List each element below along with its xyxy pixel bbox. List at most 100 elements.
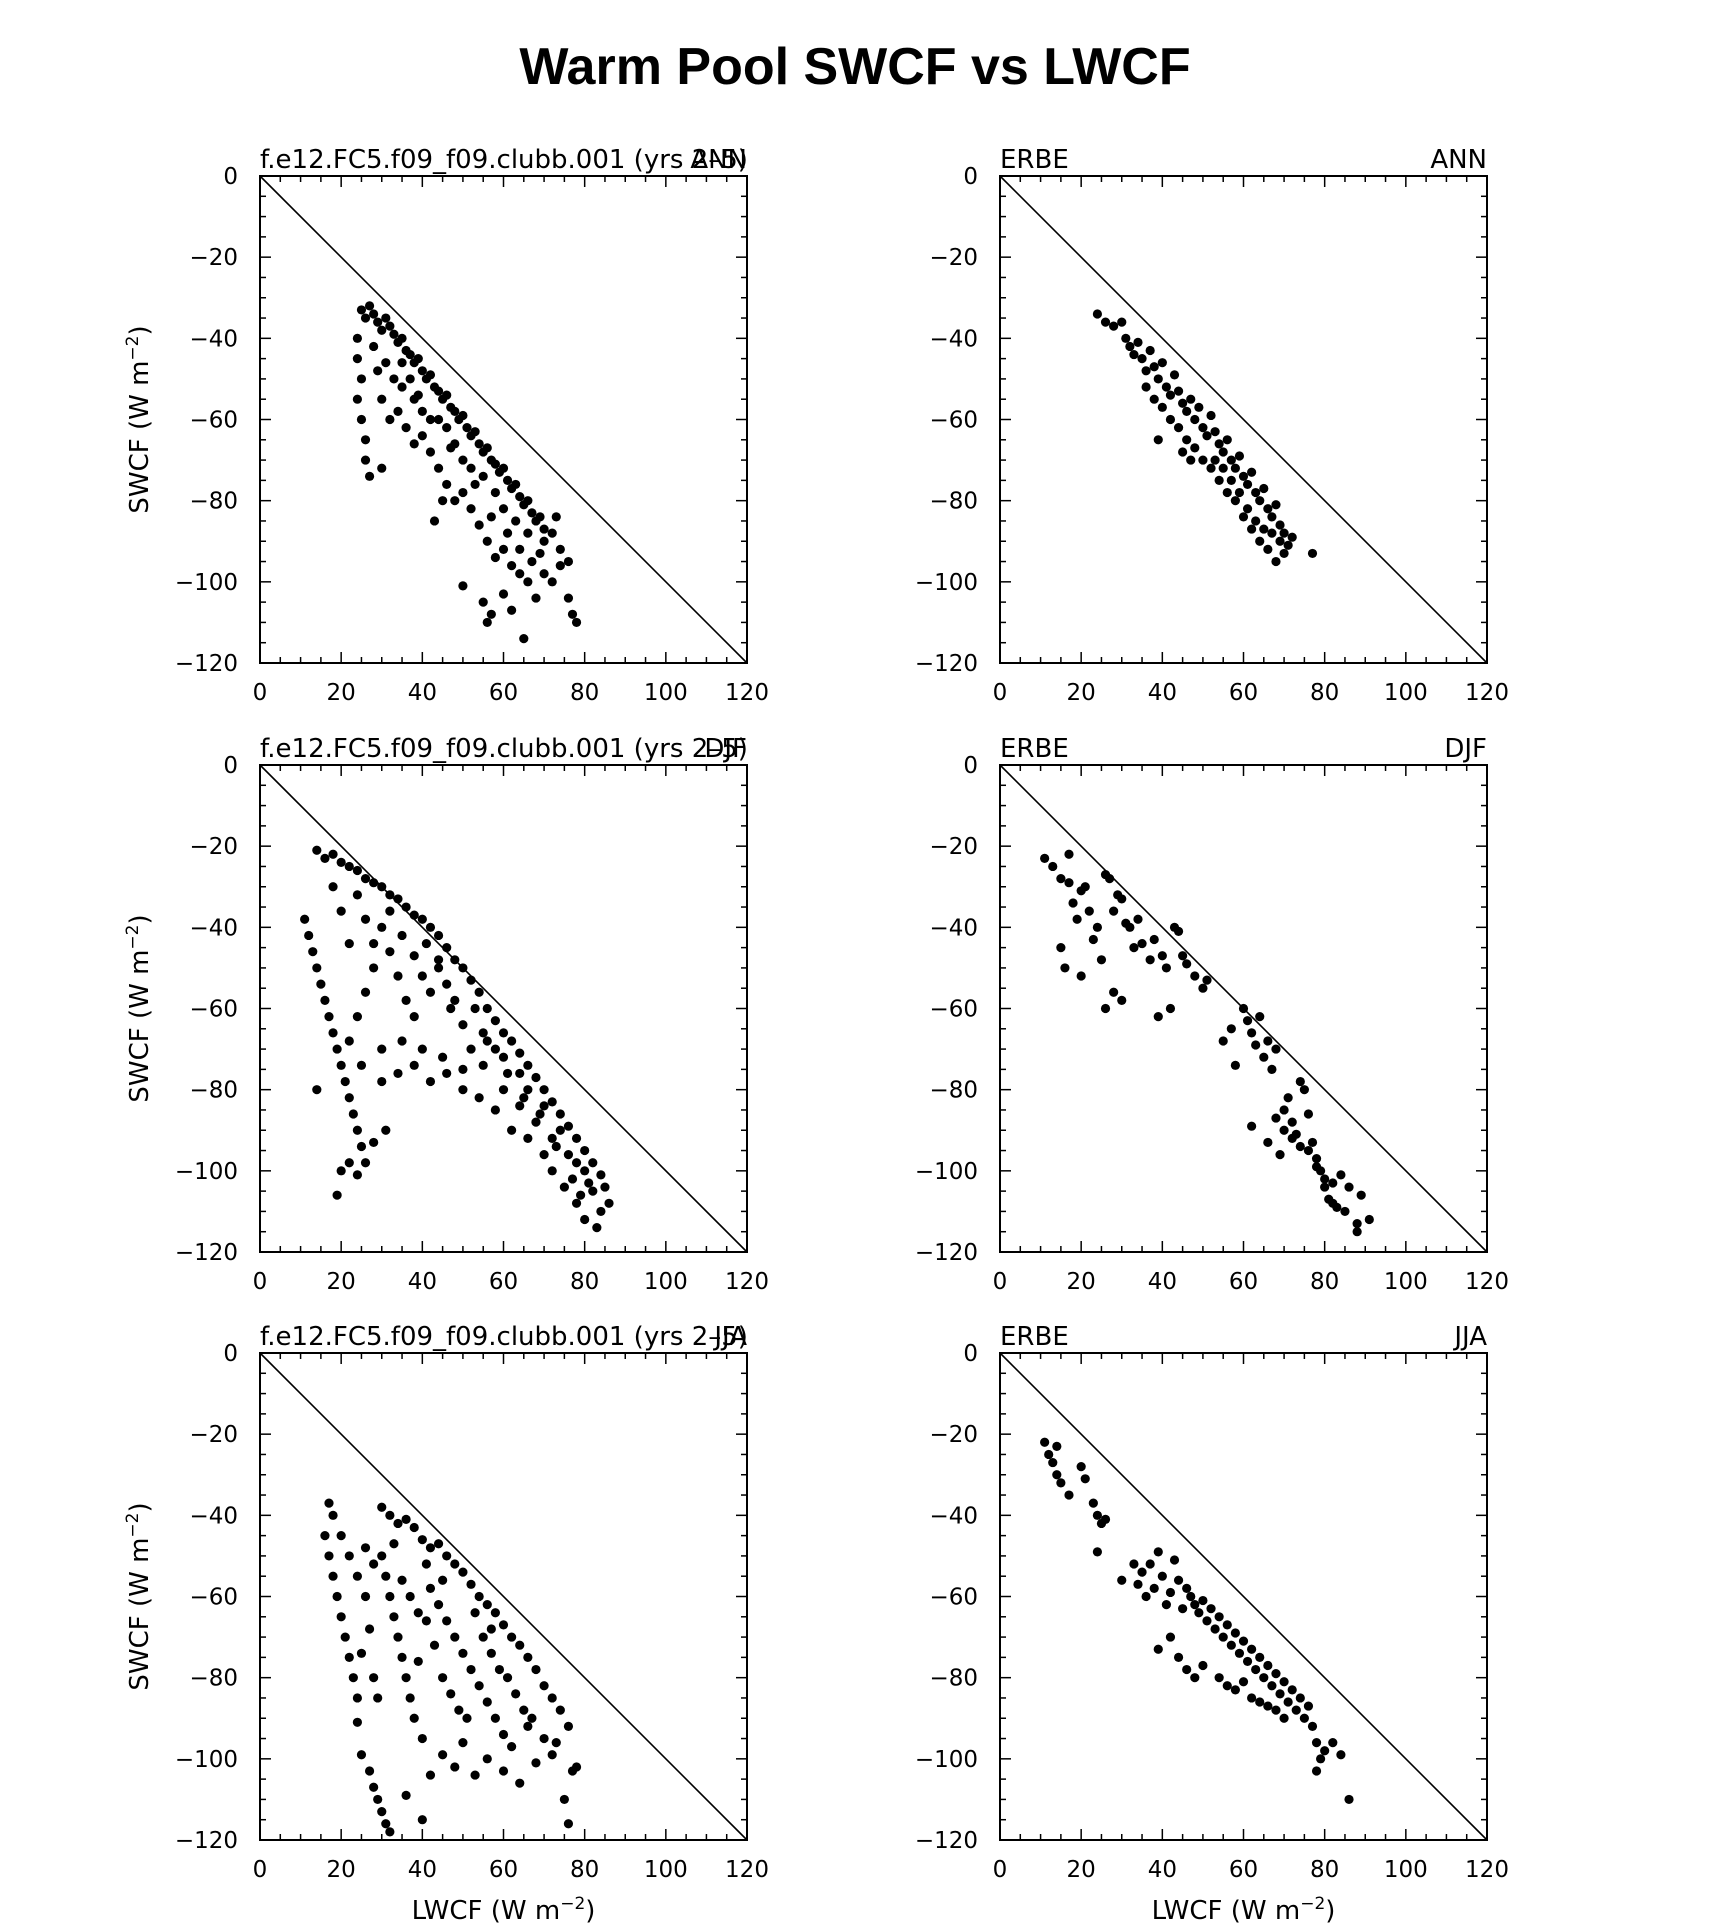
data-point <box>547 1750 557 1760</box>
data-point <box>413 1656 423 1667</box>
data-point <box>458 1648 468 1658</box>
data-point <box>1251 1664 1261 1675</box>
data-point <box>511 479 521 490</box>
data-point <box>446 1003 456 1014</box>
data-point <box>360 914 371 924</box>
data-point <box>567 1174 578 1184</box>
data-point <box>1056 1478 1066 1488</box>
data-point <box>442 979 452 989</box>
y-tick-label: −40 <box>189 326 238 352</box>
data-point <box>1352 1218 1362 1229</box>
data-point <box>1153 1012 1163 1022</box>
data-point <box>1242 504 1253 514</box>
reference-line <box>999 175 1488 664</box>
data-point <box>1044 1449 1054 1460</box>
data-point <box>393 894 403 904</box>
scatter-points <box>300 845 614 1233</box>
data-point <box>1263 1660 1273 1671</box>
x-tick-label: 80 <box>1310 1857 1339 1883</box>
data-point <box>498 1028 509 1038</box>
data-point <box>442 1551 452 1561</box>
y-axis-label: SWCF (W m−2) <box>123 914 155 1102</box>
data-point <box>539 536 549 546</box>
data-point <box>1080 882 1090 892</box>
y-tick-label: −60 <box>929 408 978 434</box>
data-point <box>417 366 427 376</box>
data-point <box>478 1028 488 1038</box>
x-tick-label: 0 <box>253 680 268 706</box>
data-point <box>515 1778 525 1788</box>
data-point <box>1218 1632 1228 1642</box>
data-point <box>425 447 436 457</box>
data-point <box>1173 386 1184 396</box>
x-tick-label: 60 <box>1229 1857 1258 1883</box>
data-point <box>466 463 476 473</box>
y-tick-label: −40 <box>929 915 978 941</box>
data-point <box>1230 496 1240 506</box>
data-point <box>369 963 379 973</box>
data-point <box>352 1170 362 1180</box>
data-point <box>1311 1738 1322 1748</box>
data-point <box>401 902 411 912</box>
data-point <box>1092 1547 1102 1557</box>
data-point <box>563 1819 574 1829</box>
data-point <box>1259 524 1269 534</box>
data-point <box>328 849 338 859</box>
data-point <box>1149 1583 1159 1593</box>
data-point <box>336 1060 346 1070</box>
data-point <box>377 922 387 932</box>
data-point <box>1161 963 1171 973</box>
x-tick-label: 120 <box>1465 1269 1509 1295</box>
data-point <box>352 354 362 364</box>
data-point <box>547 1097 557 1107</box>
data-point <box>458 1020 468 1030</box>
data-point <box>389 374 399 384</box>
data-point <box>336 906 346 916</box>
data-point <box>519 1705 529 1715</box>
x-tick-label: 40 <box>1148 1269 1177 1295</box>
data-point <box>515 1101 525 1111</box>
data-point <box>364 1766 375 1776</box>
data-point <box>1303 1145 1314 1156</box>
data-point <box>1186 394 1196 404</box>
data-point <box>1182 1583 1192 1593</box>
data-point <box>474 1093 484 1103</box>
y-tick-label: −60 <box>929 1585 978 1611</box>
data-point <box>523 528 533 538</box>
data-point <box>425 414 436 425</box>
panel-model-ann: 0 20 40 60 80 100 120 0 −20 −40 −60 −80 −100 −120 f.e1… <box>123 145 769 706</box>
data-point <box>466 1044 476 1054</box>
data-point <box>555 1705 565 1715</box>
reference-line <box>259 175 748 664</box>
x-tick-label: 100 <box>1384 1857 1428 1883</box>
data-point <box>1206 410 1216 421</box>
y-tick-label: −100 <box>915 570 978 596</box>
data-point <box>551 1738 561 1748</box>
data-point <box>1263 1701 1273 1711</box>
data-point <box>1263 1036 1273 1046</box>
panel-erbe-jja: 0 20 40 60 80 100 120 0 −20 −40 −60 −80 −100 −120 ERBE… <box>915 1322 1509 1926</box>
data-point <box>1320 1174 1330 1184</box>
data-point <box>385 906 395 916</box>
data-point <box>1190 1600 1200 1610</box>
x-tick-label: 20 <box>1067 1269 1096 1295</box>
data-point <box>547 1693 557 1703</box>
data-point <box>502 1068 513 1079</box>
data-point <box>1190 971 1200 981</box>
data-point <box>385 1827 395 1837</box>
data-point <box>482 1754 492 1764</box>
x-tick-label: 100 <box>644 1857 688 1883</box>
data-point <box>1242 479 1253 490</box>
data-point <box>1210 427 1220 437</box>
data-point <box>385 890 395 900</box>
reference-line <box>259 1352 748 1841</box>
data-point <box>360 1158 371 1168</box>
data-point <box>498 504 509 514</box>
data-point <box>1279 528 1289 538</box>
data-point <box>373 1693 383 1703</box>
data-point <box>425 1770 436 1780</box>
data-point <box>531 1072 541 1083</box>
data-point <box>490 459 500 469</box>
panel-erbe-djf: 0 20 40 60 80 100 120 0 −20 −40 −60 −80 −100 −120 ERBE… <box>915 734 1509 1295</box>
data-point <box>397 382 407 392</box>
